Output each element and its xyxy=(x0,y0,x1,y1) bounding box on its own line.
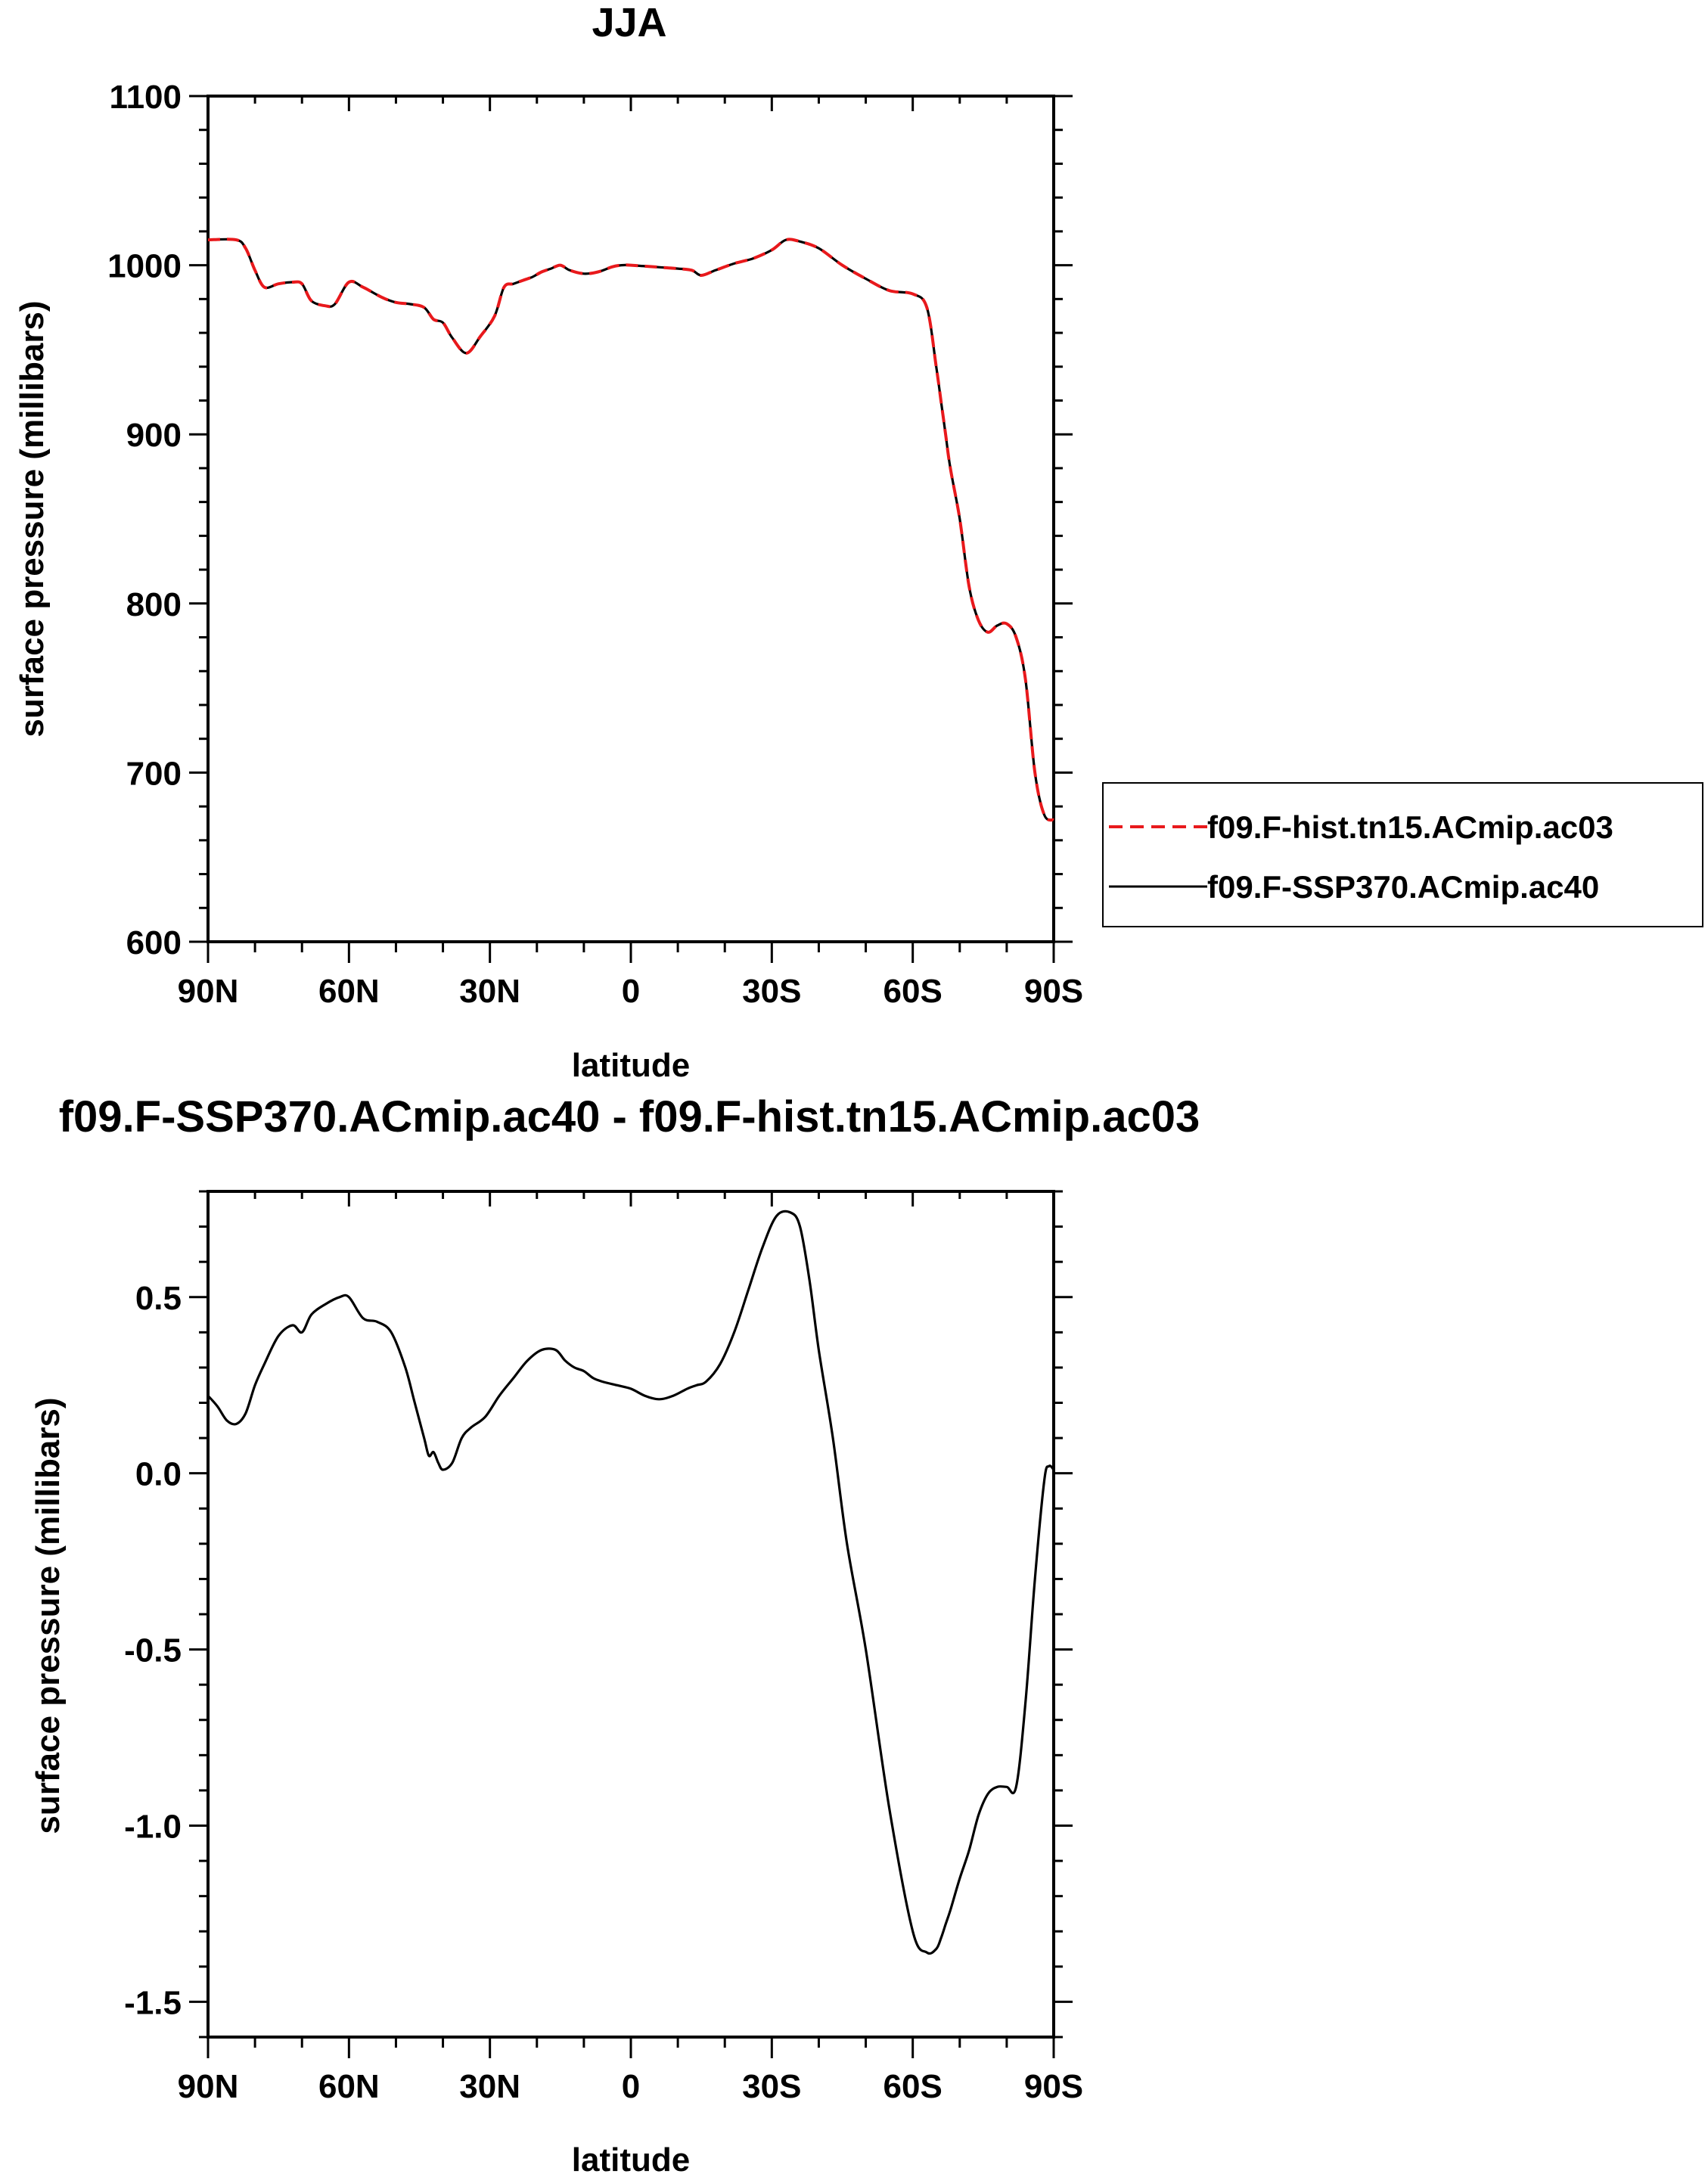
y-axis-label-top: surface pressure (millibars) xyxy=(14,300,51,737)
x-tick-label: 90N xyxy=(178,973,239,1010)
y-tick-label: 800 xyxy=(126,586,182,623)
y-tick-label: 0.5 xyxy=(135,1280,182,1317)
chart-title-bottom: f09.F-SSP370.ACmip.ac40 - f09.F-hist.tn1… xyxy=(59,1092,1200,1141)
series-lines-top xyxy=(207,238,1054,822)
x-tick-label: 90N xyxy=(178,2068,239,2105)
series-line-1 xyxy=(207,238,1054,821)
x-tick-label: 90S xyxy=(1024,2068,1083,2105)
series-line-bottom xyxy=(207,1210,1055,1955)
y-tick-label: 1000 xyxy=(107,248,182,285)
x-tick-label: 60S xyxy=(884,973,943,1010)
legend-label-ssp: f09.F-SSP370.ACmip.ac40 xyxy=(1207,869,1599,905)
x-tick-label: 30N xyxy=(459,2068,520,2105)
x-tick-label: 0 xyxy=(622,973,640,1010)
legend-box xyxy=(1102,782,1703,927)
x-tick-label: 30N xyxy=(459,973,520,1010)
x-tick-label: 30S xyxy=(742,2068,801,2105)
x-tick-labels-bottom: 90N 60N 30N 0 30S 60S 90S xyxy=(178,2068,1084,2105)
legend: f09.F-hist.tn15.ACmip.ac03 f09.F-SSP370.… xyxy=(1102,782,1703,927)
plot-frame-bottom xyxy=(207,1190,1055,2039)
y-tick-label: 1100 xyxy=(110,79,182,116)
y-tick-label: -1.0 xyxy=(124,1809,182,1846)
series-line-0 xyxy=(207,1210,1055,1955)
y-tick-labels-top: 600 700 800 900 1000 1100 xyxy=(107,79,182,961)
x-tick-label: 60N xyxy=(318,2068,380,2105)
series-line-0 xyxy=(207,238,1054,822)
x-tick-labels-top: 90N 60N 30N 0 30S 60S 90S xyxy=(178,973,1084,1010)
legend-label-hist: f09.F-hist.tn15.ACmip.ac03 xyxy=(1207,809,1613,845)
plot-frame-top xyxy=(207,95,1055,943)
x-tick-label: 30S xyxy=(742,973,801,1010)
y-tick-label: 900 xyxy=(126,417,182,454)
tick-marks-bottom xyxy=(189,1190,1073,2058)
x-tick-label: 0 xyxy=(622,2068,640,2105)
panel-bottom: f09.F-SSP370.ACmip.ac40 - f09.F-hist.tn1… xyxy=(30,1092,1200,2177)
x-tick-label: 60S xyxy=(884,2068,943,2105)
x-axis-label-bottom: latitude xyxy=(572,2141,690,2177)
y-tick-label: 600 xyxy=(126,924,182,961)
chart-title-top: JJA xyxy=(592,0,666,45)
y-tick-label: -1.5 xyxy=(124,1984,182,2021)
y-tick-label: -0.5 xyxy=(124,1632,182,1669)
x-tick-label: 90S xyxy=(1024,973,1083,1010)
y-axis-label-bottom: surface pressure (millibars) xyxy=(30,1397,67,1834)
panel-top: JJA 90N 60N 30N 0 30S 60S 90S 600 700 800 900 1000… xyxy=(14,0,1703,1084)
tick-marks-top xyxy=(189,95,1073,963)
y-tick-labels-bottom: -1.5 -1.0 -0.5 0.0 0.5 xyxy=(124,1280,182,2022)
y-tick-label: 700 xyxy=(126,755,182,792)
x-axis-label-top: latitude xyxy=(572,1047,690,1084)
x-tick-label: 60N xyxy=(318,973,380,1010)
y-tick-label: 0.0 xyxy=(135,1456,182,1493)
